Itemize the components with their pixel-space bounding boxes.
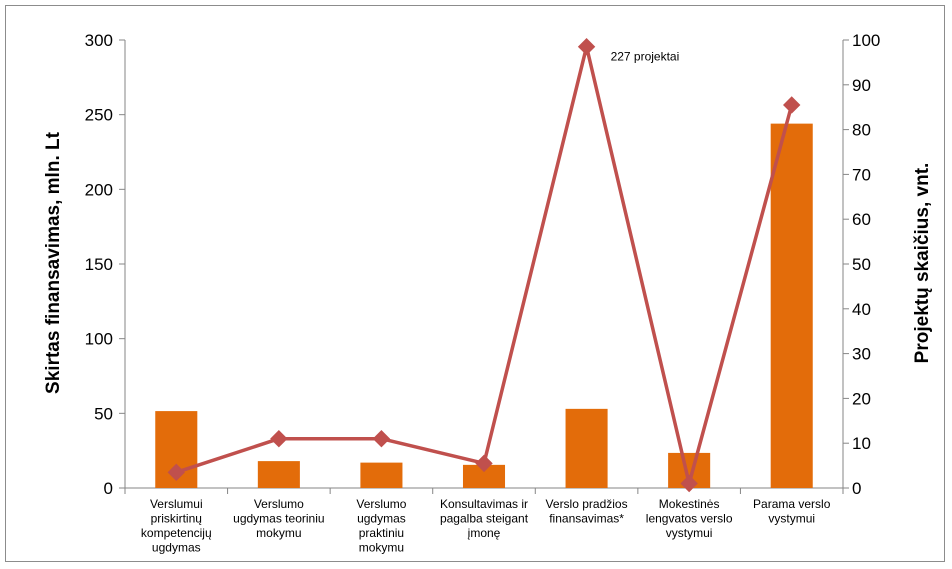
x-category-label: Verslo pradžios finansavimas* — [546, 497, 628, 526]
x-category-label-line: mokymu — [256, 526, 301, 540]
x-category-label-line: įmonę — [468, 526, 501, 540]
x-category-label-line: mokymu — [359, 541, 404, 555]
x-category-label-line: Verslumo — [356, 497, 406, 511]
line-series — [175, 44, 794, 486]
y2-tick-label: 90 — [852, 76, 871, 95]
x-category-label-line: Verslumo — [254, 497, 304, 511]
y-tick-label: 0 — [104, 479, 113, 498]
y2-tick-label: 20 — [852, 389, 871, 408]
x-category-label-line: Konsultavimas ir — [440, 497, 528, 511]
x-category-label: Mokestinės lengvatos verslo vystymui — [646, 497, 733, 540]
y2-tick-label: 70 — [852, 165, 871, 184]
x-category-label-line: Parama verslo — [753, 497, 831, 511]
x-category-label-line: vystymui — [666, 526, 713, 540]
x-category-label-line: ugdymas teoriniu — [233, 512, 324, 526]
y2-tick-label: 50 — [852, 255, 871, 274]
line-group — [167, 38, 801, 493]
y-axis-title: Skirtas finansavimas, mln. Lt — [43, 131, 64, 394]
y-tick-label: 200 — [85, 180, 113, 199]
axes-group — [119, 39, 849, 494]
y-tick-label: 250 — [85, 106, 113, 125]
y2-tick-label: 60 — [852, 210, 871, 229]
bar — [462, 464, 506, 488]
line-marker — [577, 38, 596, 56]
x-category-label-line: praktiniu — [359, 526, 404, 540]
y2-tick-label: 40 — [852, 300, 871, 319]
y2-tick-label: 80 — [852, 121, 871, 140]
x-category-label-line: lengvatos verslo — [646, 512, 733, 526]
x-category-label: Verslumo ugdymas praktiniu mokymu — [356, 497, 406, 555]
x-category-label-line: kompetencijų — [141, 526, 212, 540]
x-category-label: Verslumui priskirtinų kompetencijų ugdymas — [141, 497, 212, 555]
bars-group — [155, 123, 813, 489]
y-tick-label: 50 — [94, 404, 113, 423]
annotation-label: 227 projektai — [611, 50, 680, 64]
x-category-label: Konsultavimas ir pagalba steigant įmonę — [440, 497, 529, 540]
bar — [565, 408, 608, 488]
x-category-label-line: finansavimas* — [549, 512, 624, 526]
bar — [257, 461, 300, 488]
line-marker — [475, 454, 493, 473]
y-tick-label: 300 — [85, 31, 113, 50]
y2-tick-label: 30 — [852, 345, 871, 364]
x-category-label-line: pagalba steigant — [440, 512, 529, 526]
y2-tick-label: 0 — [852, 479, 861, 498]
bar — [770, 123, 813, 489]
line-marker — [270, 430, 288, 448]
x-category-label-line: priskirtinų — [151, 512, 203, 526]
x-category-label: Parama verslo vystymui — [753, 497, 831, 526]
labels-group: 0 50 100 150 200 250 300 0 10 20 30 40 50 60 70 80 90 100… — [85, 31, 881, 555]
y2-tick-label: 10 — [852, 434, 871, 453]
bar — [360, 462, 403, 488]
x-category-label-line: Verslumui — [150, 497, 203, 511]
x-category-label-line: ugdymas — [357, 512, 406, 526]
x-category-label-line: Mokestinės — [659, 497, 720, 511]
line-marker — [372, 430, 391, 448]
x-category-label-line: vystymui — [768, 512, 815, 526]
x-category-label-line: Verslo pradžios — [546, 497, 628, 511]
line-marker — [783, 96, 801, 114]
y-tick-label: 150 — [85, 255, 113, 274]
line-marker — [680, 474, 698, 493]
y2-axis-title: Projektų skaičius, vnt. — [912, 163, 933, 364]
x-category-label-line: ugdymas — [152, 541, 201, 555]
y-tick-label: 100 — [85, 330, 113, 349]
y2-tick-label: 100 — [852, 31, 880, 50]
line-marker — [167, 463, 185, 482]
x-category-label: Verslumo ugdymas teoriniu mokymu — [233, 497, 324, 540]
